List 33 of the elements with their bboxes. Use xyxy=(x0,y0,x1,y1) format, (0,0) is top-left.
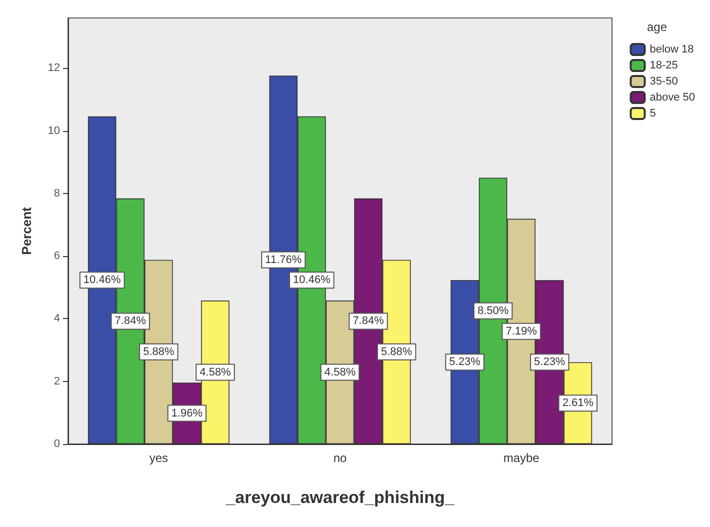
data-label: 5.23% xyxy=(534,356,566,368)
data-label: 5.88% xyxy=(380,346,412,358)
x-tick-label: yes xyxy=(149,451,168,465)
data-label: 11.76% xyxy=(265,254,302,266)
y-tick-label: 12 xyxy=(48,62,60,74)
y-axis-title: Percent xyxy=(19,206,34,255)
legend-label: below 18 xyxy=(650,44,694,56)
data-label: 4.58% xyxy=(200,366,232,378)
data-label: 10.46% xyxy=(293,274,331,286)
y-tick-label: 6 xyxy=(54,250,60,262)
y-tick-label: 8 xyxy=(54,187,60,200)
data-label: 2.61% xyxy=(562,397,594,410)
data-label: 7.19% xyxy=(506,325,538,338)
x-axis-title: _areyou_awareof_phishing_ xyxy=(224,488,455,507)
y-tick-label: 4 xyxy=(54,312,60,325)
data-label: 4.58% xyxy=(324,366,356,378)
x-tick-label: maybe xyxy=(503,451,540,465)
data-label: 10.46% xyxy=(83,274,121,286)
y-tick-label: 2 xyxy=(54,375,60,388)
y-tick-label: 10 xyxy=(48,124,60,137)
x-tick-label: no xyxy=(333,451,347,465)
legend-label: 18-25 xyxy=(650,60,678,72)
legend-title: age xyxy=(646,20,668,34)
data-label: 7.84% xyxy=(352,315,384,328)
data-label: 7.84% xyxy=(114,315,146,328)
legend-label: 5 xyxy=(650,108,656,120)
y-tick-label: 0 xyxy=(54,438,60,450)
data-label: 8.50% xyxy=(477,304,509,317)
data-label: 5.23% xyxy=(449,356,481,368)
legend-label: above 50 xyxy=(650,92,696,104)
data-label: 1.96% xyxy=(171,407,203,420)
data-label: 5.88% xyxy=(143,346,174,358)
legend-label: 35-50 xyxy=(650,76,678,88)
